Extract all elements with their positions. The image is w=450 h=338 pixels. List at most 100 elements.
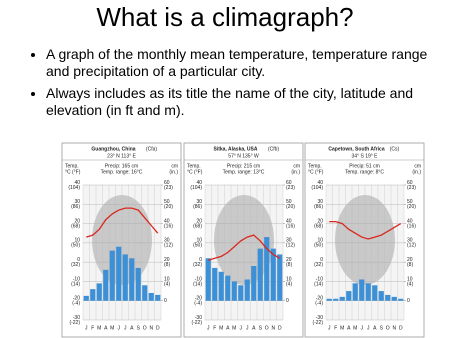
month-label: J bbox=[328, 325, 331, 331]
precip-tick-label: 0 bbox=[407, 298, 410, 304]
precip-tick-in: (20) bbox=[407, 204, 416, 210]
month-label: J bbox=[207, 325, 210, 331]
precip-bar bbox=[83, 295, 89, 301]
temp-range: Temp. range: 13°C bbox=[223, 169, 265, 175]
precip-tick-label: 40 bbox=[286, 218, 292, 224]
climate-code: (Cfb) bbox=[268, 146, 279, 152]
month-label: J bbox=[85, 325, 88, 331]
precip-bar bbox=[333, 298, 339, 301]
precip-bar bbox=[148, 293, 154, 301]
precip-tick-label: 60 bbox=[164, 180, 170, 186]
temp-tick-f: (50) bbox=[314, 243, 323, 249]
temp-axis-label: Temp. bbox=[187, 163, 201, 169]
month-label: M bbox=[219, 325, 223, 331]
month-label: A bbox=[347, 325, 351, 331]
precip-tick-in: (16) bbox=[407, 223, 416, 229]
climagraph: Sitka, Alaska, USA (Cfb) 57° N 135° W Temp.… bbox=[183, 142, 304, 338]
precip-tick-in: (12) bbox=[407, 243, 416, 249]
precip-bar bbox=[238, 285, 244, 301]
temp-tick-label: 40 bbox=[196, 180, 202, 186]
temp-range: Temp. range: 16°C bbox=[101, 169, 143, 175]
month-label: M bbox=[340, 325, 344, 331]
temp-tick-label: 20 bbox=[74, 218, 80, 224]
city: Sitka, Alaska, USA bbox=[213, 146, 257, 152]
precip-bar bbox=[225, 275, 231, 301]
precip-tick-label: 0 bbox=[164, 298, 167, 304]
precip-tick-in: (16) bbox=[286, 223, 295, 229]
month-label: A bbox=[130, 325, 134, 331]
climate-code: (Cs) bbox=[390, 146, 400, 152]
month-label: J bbox=[118, 325, 121, 331]
temp-tick-f: (104) bbox=[311, 185, 323, 191]
month-label: A bbox=[226, 325, 230, 331]
precip-tick-label: 20 bbox=[407, 257, 413, 263]
month-label: N bbox=[149, 325, 153, 331]
temp-tick-label: -30 bbox=[73, 315, 80, 321]
precip-tick-in: (4) bbox=[407, 281, 413, 287]
precip-tick-label: 30 bbox=[286, 238, 292, 244]
precip-axis-label: cm bbox=[414, 163, 421, 169]
precip-bar bbox=[398, 298, 404, 301]
precip-bar bbox=[142, 285, 148, 301]
precip-total: Precip: 165 cm bbox=[105, 163, 138, 169]
slide-title: What is a climagraph? bbox=[96, 2, 354, 32]
month-label: D bbox=[278, 325, 282, 331]
month-label: S bbox=[380, 325, 384, 331]
bullet: Always includes as its title the name of… bbox=[46, 85, 444, 119]
month-label: M bbox=[97, 325, 101, 331]
precip-tick-in: (4) bbox=[164, 281, 170, 287]
month-label: J bbox=[361, 325, 364, 331]
temp-tick-label: -20 bbox=[195, 296, 202, 302]
temp-tick-label: 40 bbox=[74, 180, 80, 186]
temp-tick-label: 0 bbox=[320, 257, 323, 263]
month-label: J bbox=[124, 325, 127, 331]
temp-tick-label: -20 bbox=[316, 296, 323, 302]
precip-bar bbox=[277, 254, 283, 301]
temp-tick-label: -20 bbox=[73, 296, 80, 302]
precip-tick-in: (12) bbox=[286, 243, 295, 249]
precip-tick-label: 50 bbox=[407, 199, 413, 205]
precip-bar bbox=[135, 267, 141, 301]
precip-tick-in: (23) bbox=[164, 185, 173, 191]
temp-line bbox=[208, 234, 281, 261]
precip-tick-in: (23) bbox=[286, 185, 295, 191]
month-label: O bbox=[386, 325, 390, 331]
precip-bar bbox=[339, 296, 345, 301]
city: Guangzhou, China bbox=[91, 146, 135, 152]
precip-tick-label: 20 bbox=[286, 257, 292, 263]
precip-unit: (in.) bbox=[412, 169, 421, 175]
temp-tick-label: -10 bbox=[316, 276, 323, 282]
precip-bar bbox=[103, 269, 109, 301]
month-label: S bbox=[137, 325, 141, 331]
month-label: M bbox=[232, 325, 236, 331]
precip-bar bbox=[90, 289, 96, 301]
month-label: A bbox=[373, 325, 377, 331]
temp-tick-label: 10 bbox=[74, 238, 80, 244]
precip-bar bbox=[116, 246, 122, 301]
precip-bar bbox=[346, 291, 352, 301]
precip-tick-in: (8) bbox=[164, 262, 170, 268]
temp-tick-f: (50) bbox=[193, 243, 202, 249]
temp-unit: °C (°F) bbox=[65, 169, 81, 175]
precip-unit: (in.) bbox=[169, 169, 178, 175]
temp-tick-label: -30 bbox=[316, 315, 323, 321]
precip-tick-in: (16) bbox=[164, 223, 173, 229]
precip-unit: (in.) bbox=[291, 169, 300, 175]
temp-axis-label: Temp. bbox=[308, 163, 322, 169]
precip-bar bbox=[359, 279, 365, 301]
precip-tick-in: (20) bbox=[164, 204, 173, 210]
month-label: F bbox=[334, 325, 337, 331]
precip-tick-label: 50 bbox=[286, 199, 292, 205]
temp-tick-f: (68) bbox=[193, 223, 202, 229]
precip-bar bbox=[372, 285, 378, 301]
month-label: J bbox=[367, 325, 370, 331]
city: Capetown, South Africa bbox=[328, 146, 384, 152]
coords: 34° S 19° E bbox=[352, 153, 379, 159]
bullet: A graph of the monthly mean temperature,… bbox=[46, 46, 444, 80]
precip-tick-in: (23) bbox=[407, 185, 416, 191]
precip-bar bbox=[251, 266, 257, 301]
precip-axis-label: cm bbox=[293, 163, 300, 169]
precip-bar bbox=[326, 298, 332, 301]
precip-tick-in: (20) bbox=[286, 204, 295, 210]
precip-bar bbox=[385, 294, 391, 301]
